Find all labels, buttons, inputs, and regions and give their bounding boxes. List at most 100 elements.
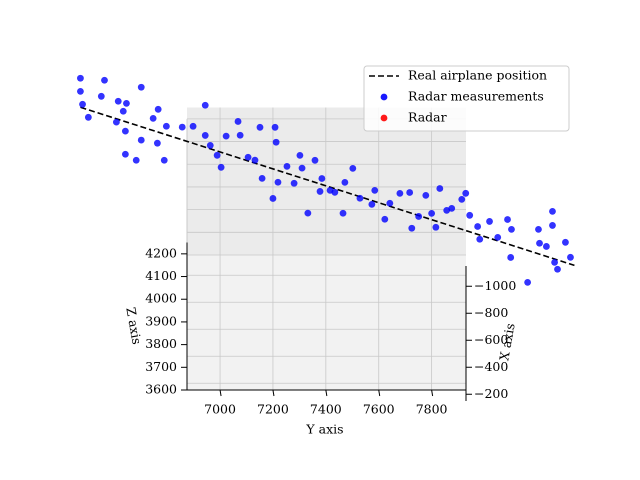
y-tick [272, 389, 275, 397]
radar-point [137, 83, 145, 91]
radar-point [368, 201, 376, 208]
radar-point [77, 87, 84, 95]
z-tick-label: 3700 [145, 359, 177, 374]
y-axis-label: Y axis [305, 422, 343, 437]
radar-point [318, 175, 326, 182]
radar-point [462, 189, 470, 197]
legend: Real airplane position Radar measurements… [363, 65, 570, 132]
radar-point [178, 123, 186, 131]
radar-point [77, 74, 84, 82]
radar-point [206, 142, 214, 149]
radar-point [222, 132, 230, 140]
radar-point [339, 209, 347, 217]
radar-point [542, 243, 550, 250]
z-axis-label: Z axis [123, 306, 144, 346]
radar-point [119, 107, 127, 115]
radar-point [408, 224, 416, 232]
radar-point [341, 178, 349, 186]
radar-point [162, 122, 170, 130]
radar-point [436, 185, 444, 192]
legend-label: Real airplane position [408, 68, 547, 83]
radar-point [432, 223, 440, 231]
radar-point [298, 164, 306, 172]
legend-label: Radar measurements [408, 89, 544, 104]
radar-point [551, 259, 558, 266]
radar-point [132, 156, 140, 164]
radar-point [466, 211, 474, 219]
radar-point [123, 99, 130, 107]
z-tick-label: 4200 [145, 245, 177, 260]
x-tick-label: −1000 [474, 278, 516, 293]
radar-point [415, 213, 423, 220]
radar-point [160, 156, 168, 164]
radar-point [121, 150, 129, 158]
radar-point [356, 194, 364, 202]
x-tick-label: −200 [474, 386, 508, 401]
radar-point [396, 189, 404, 197]
radar-point [535, 225, 542, 233]
z-tick-label: 3900 [145, 313, 177, 328]
y-tick-label: 7800 [416, 402, 448, 417]
legend-label: Radar [408, 110, 447, 125]
radar-point [508, 225, 515, 233]
radar-point [562, 238, 569, 246]
radar-point [189, 122, 197, 130]
back-pane [187, 107, 466, 255]
radar-point [79, 100, 86, 108]
radar-point [316, 188, 324, 195]
x-tick-label: −400 [474, 359, 508, 374]
radar-point [311, 156, 319, 164]
radar-point [554, 265, 561, 273]
z-tick-label: 3600 [145, 382, 177, 397]
radar-point [386, 199, 394, 207]
radar-point [236, 131, 244, 139]
radar-point [349, 164, 357, 172]
radar-point [112, 118, 120, 126]
x-tick-label: −600 [474, 332, 508, 347]
radar-point [507, 254, 515, 261]
radar-point [448, 204, 456, 212]
radar-point [153, 139, 161, 147]
legend-box [363, 65, 570, 132]
radar-point [283, 162, 291, 170]
radar-point [331, 188, 339, 196]
radar-point [258, 174, 266, 182]
radar-point [213, 151, 221, 159]
radar-point [274, 178, 282, 186]
airplane-line [80, 106, 575, 267]
radar-point [486, 218, 493, 225]
legend-marker [380, 114, 388, 122]
radar-point [101, 76, 108, 84]
radar-point [458, 195, 466, 203]
radar-point [549, 222, 556, 229]
radar-point [201, 101, 209, 109]
y-tick-label: 7200 [257, 402, 289, 417]
y-tick [219, 389, 222, 397]
radar-point [567, 253, 574, 261]
radar-point [114, 97, 122, 105]
radar-point [272, 138, 280, 146]
radar-point [97, 92, 105, 100]
radar-point [296, 151, 304, 159]
radar-point [406, 189, 414, 196]
z-tick-label: 4000 [145, 291, 177, 306]
y-tick-label: 7400 [310, 402, 342, 417]
radar-point [121, 127, 129, 135]
radar-point [290, 179, 298, 187]
z-tick-label: 4100 [145, 268, 177, 283]
radar-point [381, 215, 389, 223]
x-tick-label: −800 [474, 305, 508, 320]
radar-point [234, 118, 242, 125]
radar-point [271, 123, 279, 131]
radar-point [201, 132, 209, 139]
radar-point [371, 186, 379, 194]
radar-point [474, 223, 482, 230]
y-tick [325, 389, 328, 397]
radar-point [84, 113, 92, 121]
radar-point [422, 191, 430, 199]
radar-point [524, 278, 532, 286]
y-tick [431, 389, 434, 397]
x-axis-label: X axis [496, 322, 517, 362]
radar-point [269, 195, 277, 202]
